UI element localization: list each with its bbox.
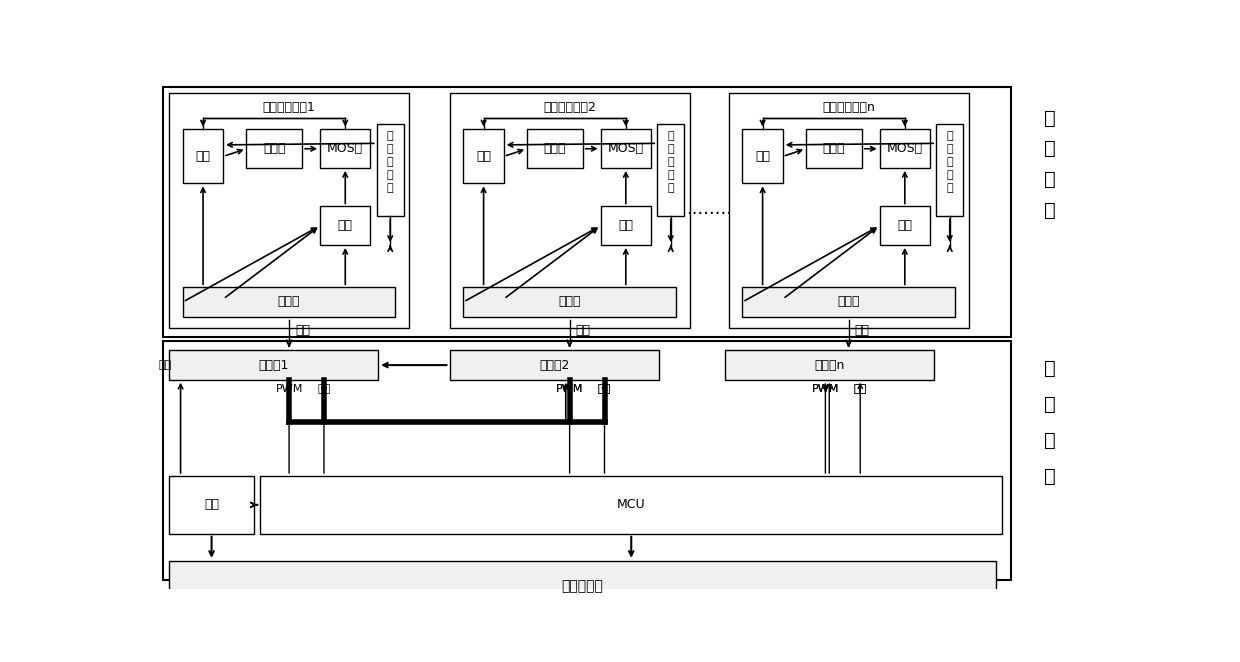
Text: 导线: 导线 bbox=[295, 324, 310, 337]
Text: 统: 统 bbox=[1044, 201, 1056, 220]
Text: MOS管: MOS管 bbox=[327, 142, 363, 156]
Bar bbox=[743, 287, 955, 316]
Text: 器: 器 bbox=[946, 183, 954, 193]
Text: 热电阵: 热电阵 bbox=[263, 142, 285, 156]
Text: PWM: PWM bbox=[812, 384, 839, 394]
Bar bbox=[743, 130, 782, 183]
Text: 电源: 电源 bbox=[755, 150, 770, 163]
Text: 设: 设 bbox=[1044, 431, 1056, 450]
Text: 光耦: 光耦 bbox=[898, 219, 913, 232]
Text: 人机交界面: 人机交界面 bbox=[562, 579, 604, 592]
Bar bbox=[162, 87, 1012, 338]
Bar bbox=[162, 341, 1012, 580]
Bar bbox=[464, 130, 503, 183]
Bar bbox=[806, 130, 862, 168]
Text: 器: 器 bbox=[667, 183, 675, 193]
Text: 温: 温 bbox=[946, 130, 954, 140]
Text: 电源: 电源 bbox=[159, 360, 171, 370]
Text: 系: 系 bbox=[1044, 170, 1056, 189]
Bar bbox=[600, 130, 651, 168]
Text: 热电阵: 热电阵 bbox=[822, 142, 846, 156]
Text: PWM: PWM bbox=[275, 384, 303, 394]
Text: PWM: PWM bbox=[812, 384, 839, 394]
Text: 备: 备 bbox=[1044, 467, 1056, 487]
Bar bbox=[247, 130, 303, 168]
Bar bbox=[724, 350, 934, 380]
Text: ········: ········ bbox=[686, 205, 732, 223]
Text: 度: 度 bbox=[387, 144, 393, 154]
Text: 温: 温 bbox=[387, 130, 393, 140]
Text: 温: 温 bbox=[667, 130, 675, 140]
Text: PWM: PWM bbox=[556, 384, 583, 394]
Text: 器: 器 bbox=[387, 183, 393, 193]
Bar bbox=[184, 130, 223, 183]
Bar bbox=[527, 130, 583, 168]
Text: 光耦: 光耦 bbox=[619, 219, 634, 232]
Bar bbox=[879, 207, 930, 245]
Text: 度: 度 bbox=[667, 144, 675, 154]
Bar bbox=[184, 287, 396, 316]
Bar bbox=[260, 476, 1002, 534]
Text: 连接器2: 连接器2 bbox=[539, 359, 569, 371]
Bar bbox=[936, 124, 963, 216]
Bar bbox=[464, 287, 676, 316]
Bar bbox=[657, 124, 684, 216]
Text: MCU: MCU bbox=[618, 498, 646, 511]
Text: 功率控制装置n: 功率控制装置n bbox=[822, 101, 875, 114]
Text: 通信: 通信 bbox=[598, 384, 611, 394]
Bar bbox=[600, 207, 651, 245]
Text: 传: 传 bbox=[387, 157, 393, 167]
Text: 连接器: 连接器 bbox=[558, 295, 580, 308]
Text: 导线: 导线 bbox=[575, 324, 590, 337]
Bar bbox=[169, 350, 378, 380]
Bar bbox=[449, 350, 658, 380]
Text: 连接器: 连接器 bbox=[837, 295, 859, 308]
Text: 传: 传 bbox=[946, 157, 954, 167]
Bar bbox=[729, 93, 968, 328]
Text: 制: 制 bbox=[1044, 395, 1056, 414]
Text: 连接器: 连接器 bbox=[278, 295, 300, 308]
Text: 通信: 通信 bbox=[317, 384, 331, 394]
Text: 电源: 电源 bbox=[476, 150, 491, 163]
Text: PWM: PWM bbox=[556, 384, 583, 394]
Text: 感: 感 bbox=[667, 170, 675, 180]
Text: MOS管: MOS管 bbox=[608, 142, 644, 156]
Text: 导线: 导线 bbox=[854, 324, 869, 337]
Bar bbox=[320, 207, 371, 245]
Text: 光耦: 光耦 bbox=[337, 219, 352, 232]
Text: 控: 控 bbox=[1044, 359, 1056, 378]
Text: 功率控制装置2: 功率控制装置2 bbox=[543, 101, 596, 114]
Text: 感: 感 bbox=[946, 170, 954, 180]
Text: 传: 传 bbox=[667, 157, 675, 167]
Text: 度: 度 bbox=[946, 144, 954, 154]
Bar bbox=[879, 130, 930, 168]
Text: 电源: 电源 bbox=[196, 150, 211, 163]
Bar bbox=[449, 93, 689, 328]
Text: MOS管: MOS管 bbox=[887, 142, 923, 156]
Text: 通信: 通信 bbox=[598, 384, 611, 394]
Text: 电: 电 bbox=[1044, 109, 1056, 128]
Bar bbox=[377, 124, 404, 216]
Bar bbox=[169, 561, 996, 611]
Bar bbox=[169, 93, 409, 328]
Text: 连接器1: 连接器1 bbox=[258, 359, 289, 371]
Bar bbox=[320, 130, 371, 168]
Text: 通信: 通信 bbox=[853, 384, 867, 394]
Text: 连接器n: 连接器n bbox=[815, 359, 844, 371]
Text: 子: 子 bbox=[1044, 139, 1056, 158]
Text: 电源: 电源 bbox=[205, 498, 219, 511]
Text: 感: 感 bbox=[387, 170, 393, 180]
Text: 热电阵: 热电阵 bbox=[543, 142, 567, 156]
Bar bbox=[169, 476, 254, 534]
Text: 通信: 通信 bbox=[853, 384, 867, 394]
Text: 功率控制装置1: 功率控制装置1 bbox=[263, 101, 315, 114]
